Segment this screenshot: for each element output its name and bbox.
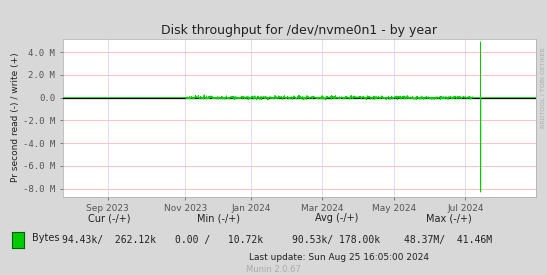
Text: 94.43k/  262.12k: 94.43k/ 262.12k	[62, 235, 156, 244]
Text: 0.00 /   10.72k: 0.00 / 10.72k	[174, 235, 263, 244]
Text: Bytes: Bytes	[32, 233, 59, 243]
Text: Last update: Sun Aug 25 16:05:00 2024: Last update: Sun Aug 25 16:05:00 2024	[249, 253, 429, 262]
Text: Max (-/+): Max (-/+)	[426, 213, 472, 223]
Text: Avg (-/+): Avg (-/+)	[315, 213, 358, 223]
Text: Munin 2.0.67: Munin 2.0.67	[246, 265, 301, 274]
Text: 90.53k/ 178.00k: 90.53k/ 178.00k	[292, 235, 381, 244]
Text: Cur (-/+): Cur (-/+)	[88, 213, 131, 223]
Y-axis label: Pr second read (-) / write (+): Pr second read (-) / write (+)	[11, 53, 20, 182]
Text: Min (-/+): Min (-/+)	[197, 213, 240, 223]
Text: RRDTOOL / TOBI OETIKER: RRDTOOL / TOBI OETIKER	[541, 48, 546, 128]
Title: Disk throughput for /dev/nvme0n1 - by year: Disk throughput for /dev/nvme0n1 - by ye…	[161, 24, 438, 37]
Text: 48.37M/  41.46M: 48.37M/ 41.46M	[404, 235, 493, 244]
